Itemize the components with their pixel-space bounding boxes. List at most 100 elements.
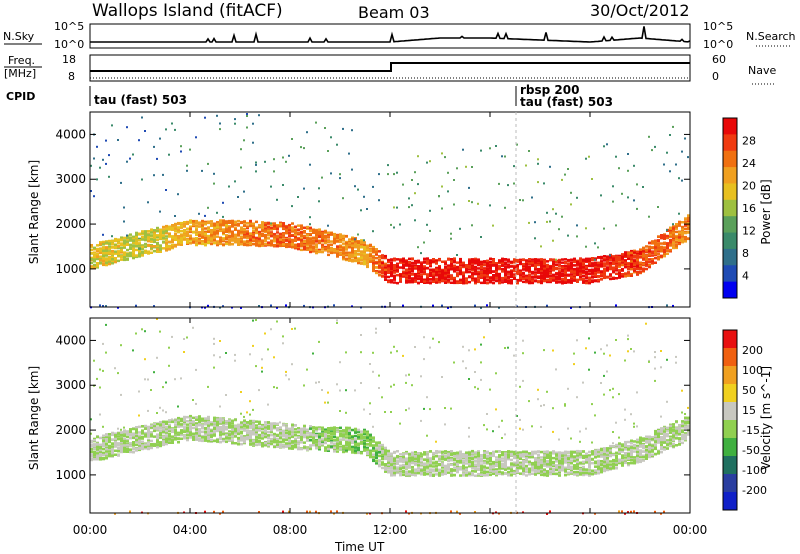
power-cell (261, 224, 264, 228)
power-cell (102, 263, 105, 267)
power-cell (507, 276, 510, 279)
velocity-cell (207, 424, 210, 427)
power-cell (480, 270, 483, 274)
power-cell (318, 228, 321, 231)
power-cell (498, 278, 501, 281)
power-cell (663, 249, 666, 252)
power-cell (489, 260, 492, 264)
velocity-cell (204, 419, 207, 422)
power-cell (519, 262, 522, 266)
power-cell (432, 269, 435, 272)
power-cell (684, 220, 687, 224)
power-cell (219, 229, 222, 233)
power-cell (354, 259, 357, 262)
power-cell (477, 272, 480, 276)
velocity-cell (168, 429, 171, 432)
velocity-cell (117, 449, 120, 453)
power-cell (504, 265, 507, 268)
velocity-cell (189, 434, 192, 437)
power-cell (669, 231, 672, 234)
power-cell (510, 274, 513, 277)
velocity-cell (144, 424, 147, 428)
power-cell (114, 243, 117, 247)
power-cell (351, 253, 354, 256)
power-cell (486, 304, 488, 307)
power-cell (495, 262, 498, 265)
power-cell (498, 182, 500, 185)
power-cell (675, 246, 678, 250)
power-cell (465, 264, 468, 267)
power-cell (525, 274, 528, 278)
power-cell (255, 226, 258, 229)
power-cell (477, 270, 480, 274)
power-cell (606, 267, 609, 271)
power-cell (99, 242, 102, 246)
power-cell (516, 143, 518, 146)
velocity-cell (138, 390, 140, 393)
power-cell (273, 227, 276, 230)
power-cell (213, 232, 216, 236)
velocity-cell (180, 419, 183, 423)
power-cell (384, 256, 387, 259)
power-cell (267, 243, 270, 247)
velocity-cell (105, 447, 108, 451)
power-cell (375, 251, 378, 255)
power-cell (291, 246, 294, 249)
power-cell (525, 269, 528, 272)
power-cell (312, 236, 315, 240)
power-cell (165, 232, 168, 235)
power-cell (414, 262, 417, 265)
power-cell (534, 221, 536, 224)
velocity-cell (132, 441, 135, 444)
power-cell (684, 224, 687, 227)
power-cell (642, 255, 645, 258)
power-cell (564, 276, 567, 279)
power-cell (645, 254, 648, 257)
velocity-cell (165, 434, 168, 438)
power-cell (249, 223, 252, 226)
velocity-cell (123, 434, 126, 438)
power-cell (270, 244, 273, 247)
velocity-cell (186, 423, 189, 426)
power-cell (585, 157, 587, 160)
power-cell (528, 269, 531, 272)
power-cell (270, 231, 273, 234)
power-cell (630, 265, 633, 268)
power-cell (432, 304, 434, 307)
power-cell (624, 254, 627, 257)
velocity-cell (198, 438, 201, 441)
power-cell (405, 270, 408, 274)
power-cell (273, 243, 276, 247)
power-cell (126, 254, 129, 257)
power-cell (201, 227, 204, 230)
power-cell (222, 231, 225, 234)
power-cell (402, 304, 404, 307)
power-cell (147, 235, 150, 239)
power-cell (636, 270, 639, 274)
velocity-cell (90, 432, 92, 435)
power-cell (675, 227, 678, 230)
power-cell (171, 235, 174, 238)
power-cell (687, 217, 690, 220)
power-cell (279, 232, 282, 236)
power-cell (129, 251, 132, 255)
power-cell (357, 249, 360, 252)
power-cell (528, 150, 530, 152)
velocity-cell (183, 418, 186, 421)
power-cell (588, 272, 591, 276)
power-cell (198, 212, 200, 215)
power-cell (534, 276, 537, 279)
power-cell (357, 233, 359, 236)
velocity-cell (105, 439, 108, 442)
power-cell (411, 204, 413, 207)
velocity-cell (111, 438, 114, 441)
power-cell (255, 243, 258, 247)
power-cell (174, 215, 176, 217)
power-cell (195, 237, 198, 240)
power-cell (612, 262, 615, 266)
velocity-cell (153, 425, 156, 428)
power-cell (612, 266, 615, 270)
power-cell (570, 191, 572, 194)
velocity-cell (183, 423, 186, 426)
power-cell (318, 235, 321, 239)
